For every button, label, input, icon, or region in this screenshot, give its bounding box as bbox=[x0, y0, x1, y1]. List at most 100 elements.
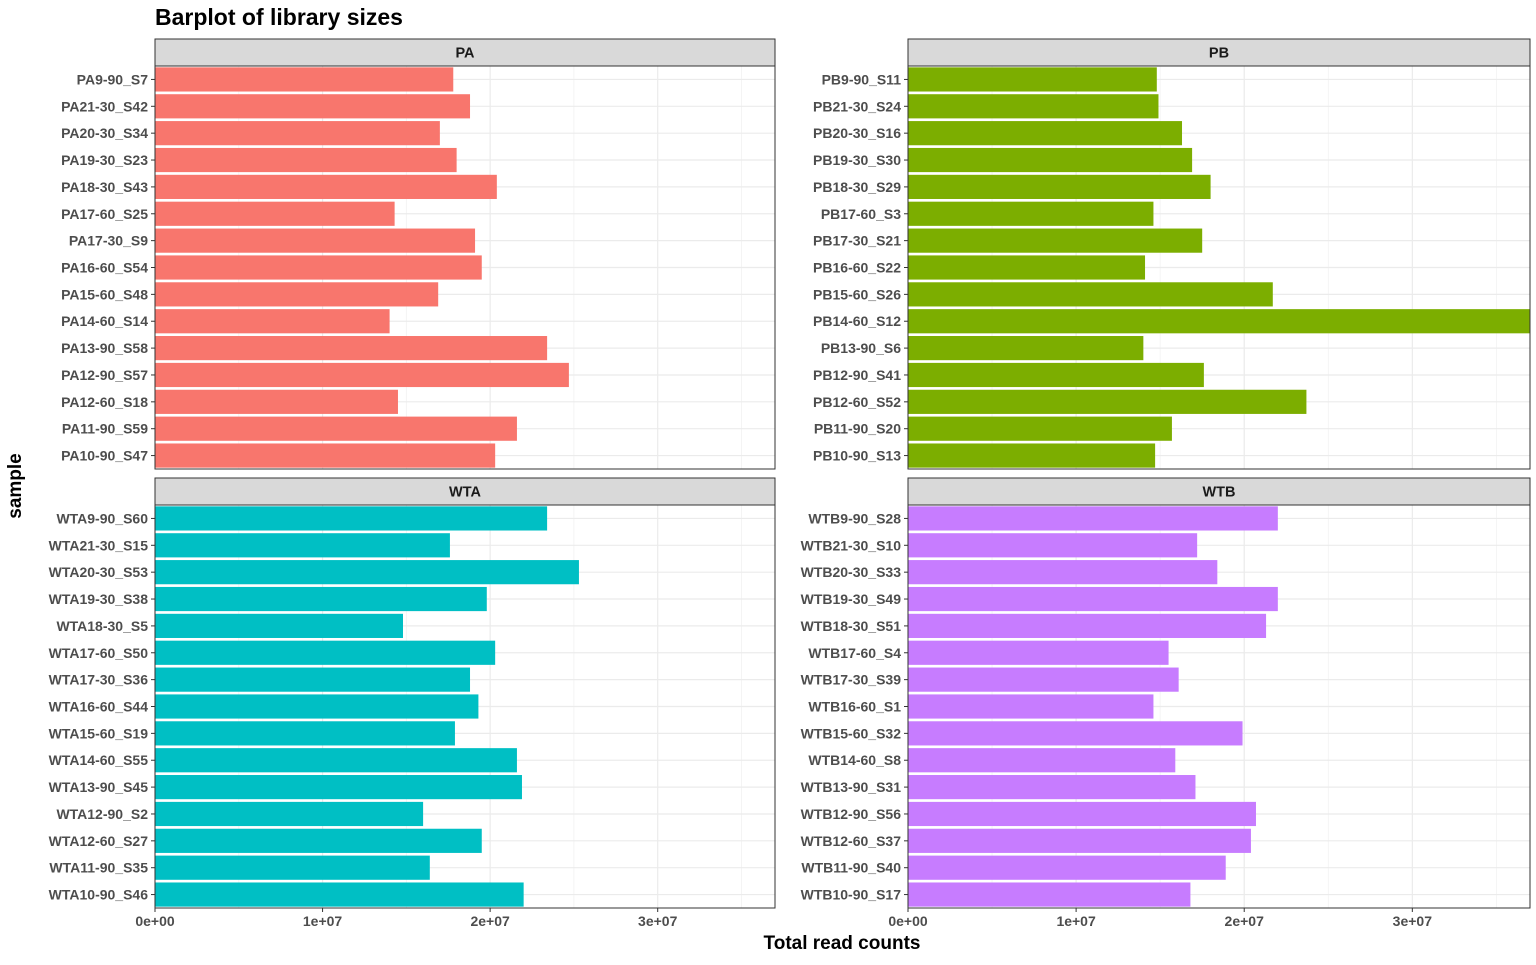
y-tick-label: PA15-60_S48 bbox=[61, 286, 148, 302]
bar-wta17-60_s50 bbox=[155, 640, 496, 665]
y-tick-label: WTB17-60_S4 bbox=[808, 645, 901, 661]
strip-background bbox=[154, 38, 776, 67]
panel-wta: WTA WTA9-90_S60 WTA21-30_S15 WTA20-30_S53 WT… bbox=[49, 477, 776, 929]
y-tick-label: PA13-90_S58 bbox=[61, 340, 148, 356]
y-tick-label: WTA14-60_S55 bbox=[49, 752, 149, 768]
strip-background bbox=[907, 477, 1531, 506]
y-tick-label: WTB21-30_S10 bbox=[801, 537, 902, 553]
bar-wta12-90_s2 bbox=[155, 801, 424, 827]
strip-label: PA bbox=[455, 46, 475, 62]
bar-wtb16-60_s1 bbox=[908, 694, 1154, 719]
y-tick-label: WTA19-30_S38 bbox=[49, 591, 149, 607]
bar-pa14-60_s14 bbox=[155, 309, 390, 334]
bar-pa16-60_s54 bbox=[155, 255, 482, 280]
y-tick-label: WTB13-90_S31 bbox=[801, 779, 902, 795]
bar-pb18-30_s29 bbox=[908, 174, 1211, 199]
y-tick-label: PA14-60_S14 bbox=[61, 313, 148, 329]
y-tick-label: PB14-60_S12 bbox=[813, 313, 901, 329]
bar-pa13-90_s58 bbox=[155, 336, 548, 361]
y-tick-label: WTB12-60_S37 bbox=[801, 833, 902, 849]
y-tick-label: WTA21-30_S15 bbox=[49, 537, 149, 553]
y-tick-label: PA16-60_S54 bbox=[61, 260, 148, 276]
x-tick-label: 3e+07 bbox=[638, 913, 678, 929]
y-tick-label: WTA9-90_S60 bbox=[56, 510, 148, 526]
x-tick-label: 2e+07 bbox=[1225, 913, 1265, 929]
y-tick-label: PA9-90_S7 bbox=[77, 71, 149, 87]
bar-pb15-60_s26 bbox=[908, 282, 1273, 307]
y-tick-label: WTA12-90_S2 bbox=[56, 806, 148, 822]
y-tick-label: WTA16-60_S44 bbox=[49, 699, 149, 715]
bar-wtb13-90_s31 bbox=[908, 775, 1196, 800]
bar-pb9-90_s11 bbox=[908, 67, 1157, 92]
y-axis-title: sample bbox=[5, 453, 26, 518]
panel-pb: PB PB9-90_S11 PB21-30_S24 PB20-30_S16 PB19-3… bbox=[813, 38, 1531, 470]
bar-wta12-60_s27 bbox=[155, 828, 482, 853]
bar-pb14-60_s12 bbox=[908, 309, 1530, 334]
y-tick-label: PB16-60_S22 bbox=[813, 260, 901, 276]
x-tick-label: 3e+07 bbox=[1393, 913, 1433, 929]
bar-wta15-60_s19 bbox=[155, 721, 455, 746]
y-tick-label: WTA10-90_S46 bbox=[49, 887, 149, 903]
bar-wtb11-90_s40 bbox=[908, 855, 1226, 880]
bar-wtb9-90_s28 bbox=[908, 506, 1278, 531]
bar-pa19-30_s23 bbox=[155, 147, 457, 173]
bar-pa18-30_s43 bbox=[155, 174, 497, 199]
bar-pa15-60_s48 bbox=[155, 282, 439, 307]
bar-wta9-90_s60 bbox=[155, 506, 548, 531]
y-tick-label: PA10-90_S47 bbox=[61, 448, 148, 464]
bar-wta13-90_s45 bbox=[155, 775, 522, 800]
bar-wtb21-30_s10 bbox=[908, 533, 1198, 558]
x-axis-title: Total read counts bbox=[764, 933, 921, 954]
y-tick-label: WTB20-30_S33 bbox=[801, 564, 902, 580]
bar-pb20-30_s16 bbox=[908, 121, 1183, 146]
bar-wta21-30_s15 bbox=[155, 533, 450, 558]
bar-pa9-90_s7 bbox=[155, 67, 454, 92]
bar-wta19-30_s38 bbox=[155, 586, 487, 612]
bar-wtb18-30_s51 bbox=[908, 613, 1267, 638]
bar-pa12-90_s57 bbox=[155, 362, 569, 388]
strip-background bbox=[154, 477, 776, 506]
chart-title: Barplot of library sizes bbox=[155, 4, 403, 30]
bar-pb16-60_s22 bbox=[908, 255, 1146, 280]
bar-wtb19-30_s49 bbox=[908, 586, 1278, 612]
bar-pb13-90_s6 bbox=[908, 336, 1144, 361]
bar-pa11-90_s59 bbox=[155, 416, 517, 441]
y-tick-label: WTB11-90_S40 bbox=[801, 860, 901, 876]
y-tick-label: WTB12-90_S56 bbox=[801, 806, 902, 822]
y-tick-label: WTA17-30_S36 bbox=[49, 672, 149, 688]
y-tick-label: PA19-30_S23 bbox=[61, 152, 148, 168]
y-tick-label: PB12-60_S52 bbox=[813, 394, 901, 410]
y-tick-label: PB17-30_S21 bbox=[813, 233, 901, 249]
y-tick-label: PB15-60_S26 bbox=[813, 286, 901, 302]
y-tick-label: WTA17-60_S50 bbox=[49, 645, 149, 661]
bar-pb10-90_s13 bbox=[908, 443, 1156, 468]
bar-wta20-30_s53 bbox=[155, 560, 579, 585]
bar-wta16-60_s44 bbox=[155, 694, 479, 719]
y-tick-label: WTB15-60_S32 bbox=[801, 725, 902, 741]
y-tick-label: WTA18-30_S5 bbox=[56, 618, 148, 634]
bar-pa17-60_s25 bbox=[155, 201, 395, 226]
strip-background bbox=[907, 38, 1531, 67]
y-tick-label: PB9-90_S11 bbox=[822, 71, 902, 87]
y-tick-label: PB19-30_S30 bbox=[813, 152, 901, 168]
bar-wtb17-60_s4 bbox=[908, 640, 1169, 665]
bar-pa10-90_s47 bbox=[155, 443, 496, 468]
strip-label: PB bbox=[1209, 46, 1229, 62]
y-tick-label: WTA20-30_S53 bbox=[49, 564, 149, 580]
y-tick-label: PB12-90_S41 bbox=[813, 367, 901, 383]
y-tick-label: PA17-60_S25 bbox=[61, 206, 148, 222]
bar-wta10-90_s46 bbox=[155, 882, 524, 907]
bar-pb11-90_s20 bbox=[908, 416, 1172, 441]
bar-pb17-60_s3 bbox=[908, 201, 1154, 226]
bar-wtb17-30_s39 bbox=[908, 667, 1179, 692]
x-tick-label: 0e+00 bbox=[135, 913, 175, 929]
y-tick-label: PA11-90_S59 bbox=[62, 421, 148, 437]
y-tick-label: WTA13-90_S45 bbox=[49, 779, 149, 795]
y-tick-label: PA12-90_S57 bbox=[61, 367, 148, 383]
y-tick-label: PB17-60_S3 bbox=[821, 206, 901, 222]
x-tick-label: 1e+07 bbox=[1056, 913, 1096, 929]
bar-pa21-30_s42 bbox=[155, 94, 471, 119]
y-tick-label: WTB16-60_S1 bbox=[808, 699, 901, 715]
